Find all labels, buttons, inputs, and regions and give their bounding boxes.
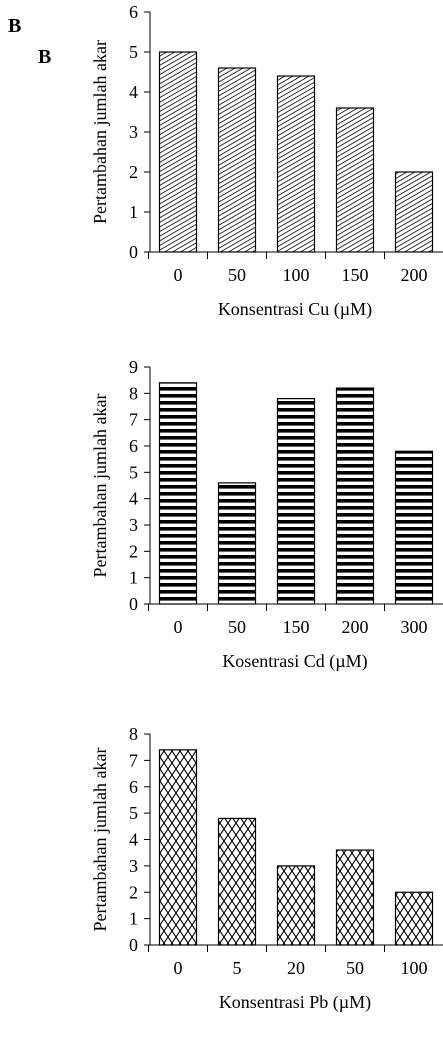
bar: [158, 749, 198, 946]
bar: [335, 107, 375, 253]
chart-cd: 0 1 2 3 4 5 6 7 8 9 0 50 150 200 300 Kosentrasi Cd (µM)…: [90, 357, 443, 672]
x-axis-title: Kosentrasi Cd (µM): [222, 651, 367, 672]
bar: [394, 891, 434, 946]
panel-label: B: [8, 15, 22, 37]
x-tick-label: 0: [174, 617, 183, 637]
y-tick-label: 8: [129, 383, 138, 403]
x-tick-label: 50: [228, 265, 246, 285]
y-tick-label: 1: [129, 568, 138, 588]
y-tick-label: 9: [129, 357, 138, 377]
y-tick-label: 2: [129, 162, 138, 182]
x-tick-label: 150: [283, 617, 310, 637]
chart-cu: 0 1 2 3 4 5 6 0 50 100 150 200 Konsentrasi Cu (µM) Pe…: [90, 2, 443, 320]
bar: [276, 397, 316, 605]
y-tick-label: 6: [129, 777, 138, 797]
bar: [335, 387, 375, 605]
bar: [217, 817, 257, 946]
bar: [217, 482, 257, 605]
y-tick-label: 6: [129, 2, 138, 22]
x-tick-label: 150: [342, 265, 369, 285]
y-tick-label: 5: [129, 803, 138, 823]
bar: [276, 865, 316, 946]
panel-label: B: [38, 46, 52, 68]
x-tick-label: 0: [174, 958, 183, 978]
y-tick-label: 4: [129, 830, 138, 850]
bar: [335, 849, 375, 946]
x-axis-title: Konsentrasi Pb (µM): [219, 992, 371, 1013]
y-tick-label: 2: [129, 541, 138, 561]
y-axis-title: Pertambahan jumlah akar: [90, 748, 110, 932]
x-tick-label: 5: [233, 958, 242, 978]
x-tick-label: 200: [401, 265, 428, 285]
bar: [217, 67, 257, 253]
bar: [158, 51, 198, 253]
x-tick-label: 100: [283, 265, 310, 285]
bar: [394, 450, 434, 605]
y-tick-label: 2: [129, 882, 138, 902]
x-tick-label: 50: [346, 958, 364, 978]
x-tick-label: 50: [228, 617, 246, 637]
y-tick-label: 5: [129, 462, 138, 482]
y-tick-label: 4: [129, 82, 138, 102]
y-tick-label: 4: [129, 489, 138, 509]
x-tick-label: 0: [174, 265, 183, 285]
y-tick-label: 0: [129, 935, 138, 955]
bar: [276, 75, 316, 253]
y-tick-label: 6: [129, 436, 138, 456]
x-tick-label: 100: [401, 958, 428, 978]
bar: [158, 382, 198, 605]
bar: [394, 171, 434, 253]
x-axis-title: Konsentrasi Cu (µM): [218, 299, 372, 320]
x-tick-label: 20: [287, 958, 305, 978]
y-tick-label: 0: [129, 594, 138, 614]
chart-pb: 0 1 2 3 4 5 6 7 8 0 5 20 50 100 Konsentrasi Pb (µM) Per…: [90, 724, 443, 1013]
x-tick-label: 200: [342, 617, 369, 637]
x-tick-label: 300: [401, 617, 428, 637]
y-tick-label: 3: [129, 856, 138, 876]
y-tick-label: 8: [129, 724, 138, 744]
y-tick-label: 3: [129, 515, 138, 535]
y-tick-label: 3: [129, 122, 138, 142]
y-axis-title: Pertambahan jumlah akar: [90, 40, 110, 224]
y-tick-label: 7: [129, 410, 138, 430]
y-tick-label: 0: [129, 242, 138, 262]
y-tick-label: 7: [129, 750, 138, 770]
y-tick-label: 5: [129, 42, 138, 62]
y-axis-title: Pertambahan jumlah akar: [90, 394, 110, 578]
y-tick-label: 1: [129, 202, 138, 222]
y-tick-label: 1: [129, 909, 138, 929]
